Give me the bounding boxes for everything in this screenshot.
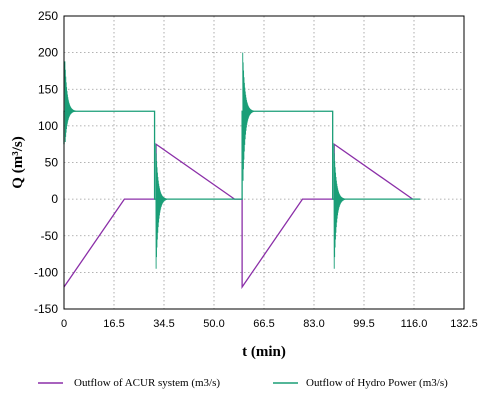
grid — [63, 15, 465, 310]
y-tick-label: 100 — [38, 119, 58, 133]
oscillation-burst — [64, 61, 77, 142]
oscillation-burst — [242, 52, 255, 181]
y-tick-label: 0 — [51, 192, 58, 206]
y-axis-label: Q (m³/s) — [10, 136, 26, 188]
legend: Outflow of ACUR system (m3/s) Outflow of … — [38, 377, 448, 389]
y-tick-label: -150 — [34, 302, 58, 316]
y-axis-ticks: 250 200 150 100 50 0 -50 -100 -150 — [34, 9, 58, 316]
x-axis-ticks: 0 16.5 34.5 50.0 66.5 83.0 99.5 116.0 132.5 — [61, 318, 478, 330]
legend-label: Outflow of ACUR system (m3/s) — [74, 377, 220, 389]
x-tick-label: 83.0 — [303, 318, 324, 330]
y-tick-label: 250 — [38, 9, 58, 23]
x-tick-label: 34.5 — [153, 318, 174, 330]
plot-frame — [63, 15, 465, 310]
oscillation-burst — [155, 144, 168, 269]
y-tick-label: -50 — [41, 229, 59, 243]
oscillation-burst — [333, 144, 346, 269]
legend-label: Outflow of Hydro Power (m3/s) — [306, 377, 448, 389]
y-tick-label: 150 — [38, 82, 58, 96]
series-layer — [63, 52, 421, 290]
x-tick-label: 0 — [61, 318, 67, 330]
x-axis-label: t (min) — [242, 344, 286, 360]
x-tick-label: 116.0 — [401, 318, 428, 330]
x-tick-label: 50.0 — [203, 318, 224, 330]
x-tick-label: 99.5 — [353, 318, 374, 330]
x-tick-label: 66.5 — [253, 318, 274, 330]
series-line-0 — [63, 142, 414, 290]
y-tick-label: 50 — [45, 156, 59, 170]
series-line-1 — [63, 110, 421, 200]
x-tick-label: 16.5 — [103, 318, 124, 330]
y-tick-label: 200 — [38, 46, 58, 60]
y-tick-label: -100 — [34, 265, 58, 279]
x-tick-label: 132.5 — [450, 318, 478, 330]
